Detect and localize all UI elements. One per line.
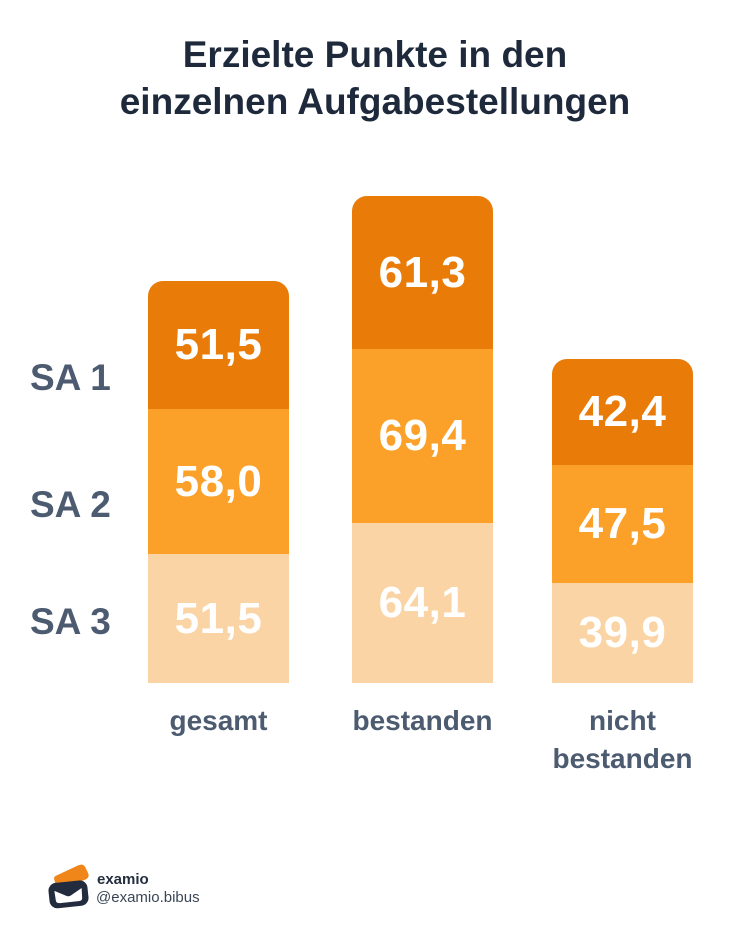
brand-handle: @examio.bibus xyxy=(96,889,200,906)
bar-value-label: 39,9 xyxy=(578,608,667,658)
row-label-sa3: SA 3 xyxy=(30,601,111,642)
bar-value-label: 47,5 xyxy=(578,498,667,548)
examio-logo-icon xyxy=(48,863,91,909)
brand-name: examio xyxy=(97,871,149,888)
bar-nicht-bestanden: 42,4 47,5 39,9 xyxy=(552,358,693,683)
bar-gesamt: 51,5 58,0 51,5 xyxy=(148,280,289,683)
bar-segment-sa-3: 64,1 xyxy=(352,522,493,683)
bar-segment-sa-3: 39,9 xyxy=(552,583,693,683)
category-label-bestanden: bestanden xyxy=(352,705,493,736)
row-label-sa1: SA 1 xyxy=(30,357,111,398)
row-label-sa2: SA 2 xyxy=(30,484,111,525)
bar-bestanden: 61,3 69,4 64,1 xyxy=(352,196,493,683)
bar-segment-sa-1: 42,4 xyxy=(552,358,693,465)
bar-segment-sa-2: 47,5 xyxy=(552,464,693,584)
chart-title: Erzielte Punkte in den einzelnen Aufgabe… xyxy=(119,34,631,122)
bar-segment-sa-2: 58,0 xyxy=(148,409,289,555)
category-label-gesamt: gesamt xyxy=(169,705,268,736)
bar-value-label: 69,4 xyxy=(378,411,467,460)
bar-value-label: 51,5 xyxy=(174,319,263,369)
bar-value-label: 64,1 xyxy=(378,577,467,627)
bar-value-label: 58,0 xyxy=(174,456,263,506)
bar-value-label: 51,5 xyxy=(174,593,263,643)
bar-segment-sa-2: 69,4 xyxy=(352,349,493,523)
bar-value-label: 61,3 xyxy=(378,247,467,297)
bar-segment-sa-3: 51,5 xyxy=(148,554,289,683)
bar-value-label: 42,4 xyxy=(578,386,667,436)
bar-segment-sa-1: 61,3 xyxy=(352,196,493,350)
bar-segment-sa-1: 51,5 xyxy=(148,280,289,410)
category-label-nicht-bestanden: nicht bestanden xyxy=(552,705,693,774)
